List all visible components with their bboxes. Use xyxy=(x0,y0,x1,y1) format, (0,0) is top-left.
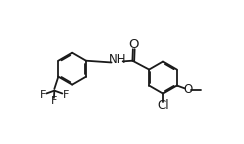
Text: O: O xyxy=(184,83,193,96)
Text: Cl: Cl xyxy=(157,99,169,112)
Text: F: F xyxy=(51,96,57,106)
Text: NH: NH xyxy=(108,53,126,66)
Text: F: F xyxy=(40,90,46,100)
Text: O: O xyxy=(128,38,139,51)
Text: F: F xyxy=(63,90,69,100)
